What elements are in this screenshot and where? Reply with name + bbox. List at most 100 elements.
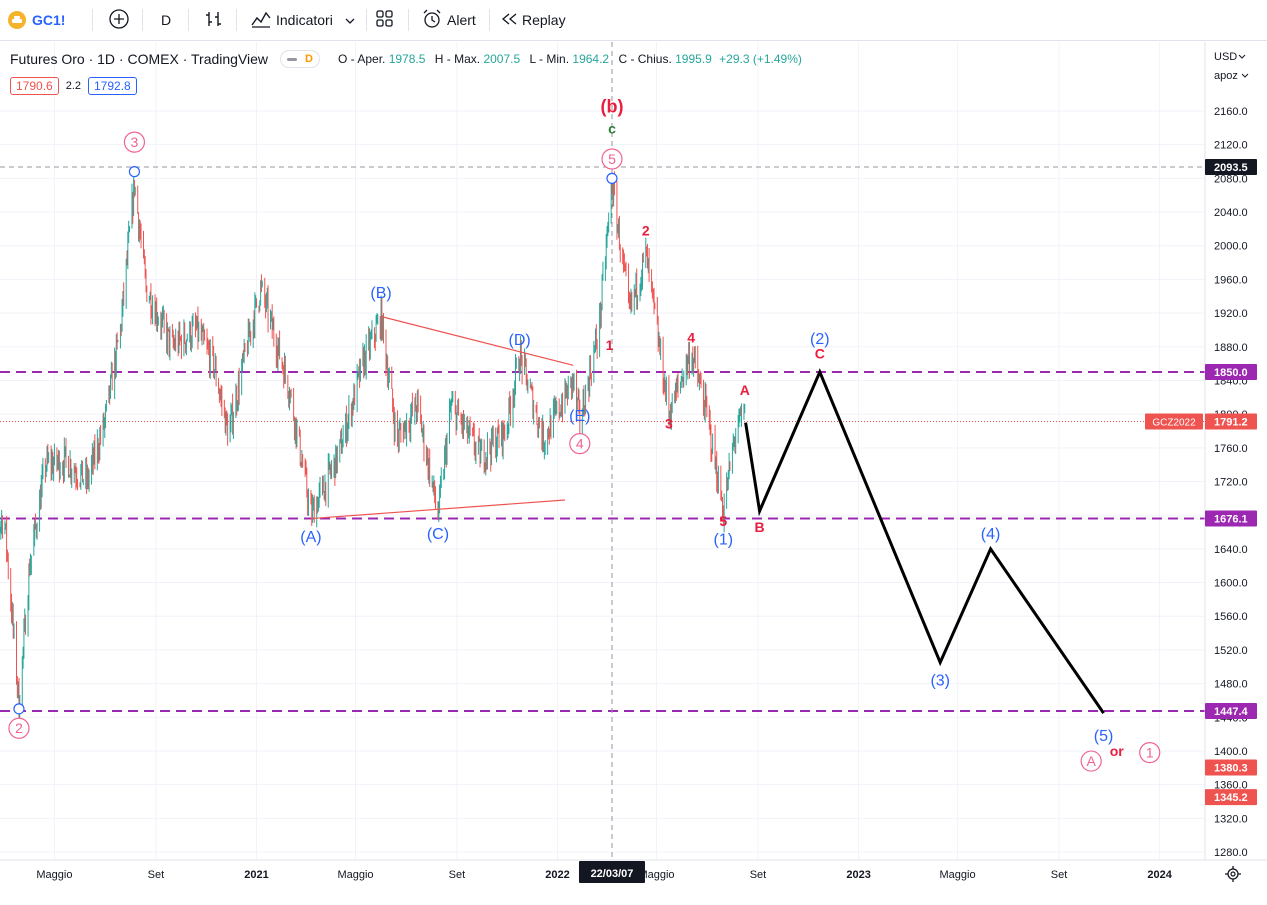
interval-label: D (161, 12, 172, 28)
price-chart[interactable]: (A) (B) (C) (D) (E) (1) (2) (3) (4) (5) (b) 1 2 3 4 5 A B… (0, 42, 1267, 900)
wave-label: (A) (300, 529, 321, 546)
legend-eye-toggle[interactable]: D (280, 50, 320, 68)
last-price-flag: 1791.2 (1214, 417, 1248, 429)
wave-label: (2) (810, 331, 830, 348)
chevron-down-icon[interactable] (1238, 54, 1246, 59)
time-tick-label: Maggio (940, 869, 976, 881)
ohlc-row: O - Aper. 1978.5 H - Max. 2007.5 L - Min… (338, 52, 802, 66)
pivot-marker (13, 703, 25, 715)
indicators-icon (250, 9, 272, 32)
price-axis[interactable] (1205, 42, 1267, 860)
time-tick-label: 2024 (1147, 869, 1172, 881)
top-toolbar: GC1! D Indicatori Alert (0, 0, 1267, 41)
toolbar-divider (408, 9, 409, 31)
scale-mode-label[interactable]: apoz (1214, 70, 1238, 82)
price-tick-label: 1360.0 (1214, 780, 1248, 792)
circled-wave-marker (1080, 750, 1102, 772)
ask-price[interactable]: 1792.8 (88, 77, 137, 95)
chart-area[interactable]: (A) (B) (C) (D) (E) (1) (2) (3) (4) (5) (b) 1 2 3 4 5 A B… (0, 42, 1267, 900)
interval-button[interactable]: D (161, 0, 171, 40)
wave-label: (5) (1094, 728, 1114, 745)
price-tick-label: 2160.0 (1214, 106, 1248, 118)
alert-button[interactable]: Alert (421, 0, 476, 40)
wave-label: C (815, 346, 825, 362)
wave-label: (D) (509, 332, 531, 349)
wave-label: (E) (569, 408, 590, 425)
indicators-label: Indicatori (276, 12, 333, 28)
crosshair-date-flag: 22/03/07 (591, 868, 634, 880)
currency-label[interactable]: USD (1214, 51, 1237, 63)
level-flag-bg (1205, 364, 1257, 381)
horizontal-levels (0, 371, 1205, 713)
price-axis-flags: 2093.5 1850.0 1676.1 1447.4 1380.3 1345.2 1791… (1145, 158, 1257, 806)
chevron-down-icon[interactable] (345, 12, 355, 28)
wave-label: B (755, 519, 765, 535)
open-label: O - Aper. (338, 52, 386, 66)
close-value: 1995.9 (675, 52, 712, 66)
toolbar-divider (92, 9, 93, 31)
time-tick-label: Maggio (36, 869, 72, 881)
triangle-trendline (310, 499, 566, 520)
replay-button[interactable]: Replay (500, 0, 566, 40)
low-value: 1964.2 (572, 52, 610, 66)
symbol-label: GC1! (32, 12, 66, 28)
last-symbol-tag-bg (1145, 413, 1203, 430)
alert-label: Alert (447, 12, 476, 28)
circled-wave-label: 1 (1146, 745, 1154, 761)
circled-wave-marker (601, 148, 623, 170)
alert-price-flag-bg (1205, 759, 1257, 776)
drawings (13, 166, 1105, 715)
chevron-down-icon[interactable] (1241, 73, 1249, 78)
wave-label: (3) (930, 672, 950, 689)
time-tick-label: 2021 (244, 869, 268, 881)
bid-ask-row: 1790.6 2.2 1792.8 (10, 77, 137, 95)
indicators-button[interactable]: Indicatori (250, 0, 355, 40)
layouts-button[interactable] (375, 0, 395, 40)
circled-wave-label: 3 (131, 134, 139, 150)
time-tick-label: Maggio (638, 869, 674, 881)
chart-legend: Futures Oro · 1D · COMEX · TradingView D… (10, 50, 802, 68)
rewind-icon (500, 11, 518, 30)
wave-label: (C) (427, 526, 449, 543)
open-value: 1978.5 (388, 52, 426, 66)
wave-label: (1) (714, 532, 734, 549)
time-tick-label: Maggio (337, 869, 373, 881)
plus-circle-icon (108, 8, 130, 33)
time-tick-label: Set (449, 869, 466, 881)
projection-path (744, 368, 1105, 714)
price-tick-label: 1760.0 (1214, 443, 1248, 455)
chart-style-button[interactable] (204, 0, 224, 40)
wave-label: 4 (687, 330, 695, 346)
time-tick-label: 2022 (545, 869, 569, 881)
settings-gear-icon[interactable] (1225, 866, 1241, 882)
wave-label: or (1110, 743, 1125, 759)
symbol-search-button[interactable]: GC1! (8, 0, 65, 40)
bid-price[interactable]: 1790.6 (10, 77, 59, 95)
price-tick-label: 1720.0 (1214, 477, 1248, 489)
compare-add-button[interactable] (108, 0, 130, 40)
price-tick-label: 2040.0 (1214, 207, 1248, 219)
wave-label: (B) (370, 285, 391, 302)
toolbar-divider (142, 9, 143, 31)
level-flag: 1447.4 (1214, 706, 1249, 718)
high-label: H - Max. (434, 52, 481, 66)
last-price-flag-bg (1205, 413, 1257, 430)
price-tick-label: 1400.0 (1214, 746, 1248, 758)
price-tick-label: 1480.0 (1214, 679, 1248, 691)
toolbar-divider (236, 9, 237, 31)
legend-title[interactable]: Futures Oro · 1D · COMEX · TradingView (10, 51, 269, 67)
toolbar-divider (188, 9, 189, 31)
wave-label: 5 (719, 513, 727, 529)
wave-labels: (A) (B) (C) (D) (E) (1) (2) (3) (4) (5) (b) 1 2 3 4 5 A B… (8, 97, 1161, 772)
plot-background (0, 42, 1205, 860)
time-tick-label: Set (750, 869, 767, 881)
price-axis-ticks: 2160.0 2120.0 2080.0 2040.0 2000.0 1960.0 1920… (1214, 106, 1248, 859)
circled-wave-marker (569, 433, 591, 455)
price-tick-label: 1960.0 (1214, 274, 1248, 286)
source-badge: D (305, 53, 313, 65)
alert-price-flag: 1345.2 (1214, 792, 1248, 804)
level-flag-bg (1205, 703, 1257, 720)
circled-wave-marker (123, 131, 146, 153)
close-label: C - Chius. (618, 52, 672, 66)
circled-wave-marker (1139, 742, 1161, 764)
